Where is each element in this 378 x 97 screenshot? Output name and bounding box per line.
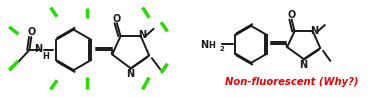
Text: N: N [310, 26, 318, 36]
Text: O: O [113, 14, 121, 24]
Text: H: H [208, 41, 215, 50]
Text: 2: 2 [219, 46, 224, 52]
Text: Non-fluorescent (Why?): Non-fluorescent (Why?) [225, 77, 359, 87]
Text: N: N [126, 69, 134, 79]
Text: N: N [34, 44, 42, 54]
Text: O: O [27, 27, 36, 37]
Text: H: H [43, 52, 50, 61]
Text: N: N [138, 30, 146, 40]
Text: N: N [299, 60, 307, 70]
Text: N: N [200, 40, 208, 50]
Text: O: O [288, 10, 296, 20]
